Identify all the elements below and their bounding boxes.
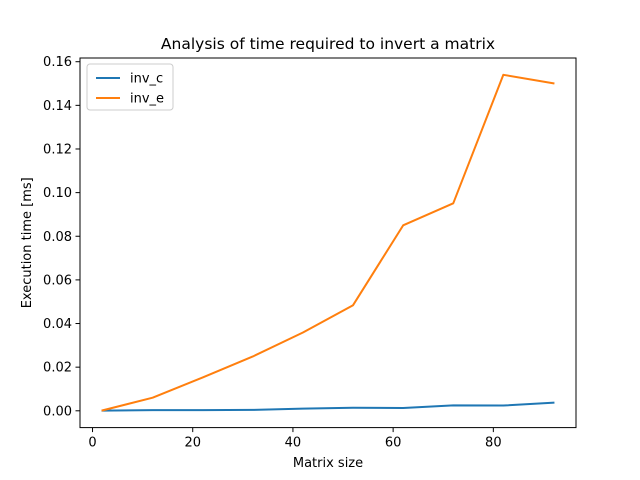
series-line-inv-c: [101, 401, 555, 412]
y-axis-title: Execution time [ms]: [20, 177, 35, 308]
y-tick-label: 0.06: [43, 273, 72, 288]
y-axis: 0.00 0.02 0.04 0.06 0.08 0.10 0.12 0.14 0.16: [43, 55, 80, 419]
legend: inv_c inv_e: [86, 63, 174, 111]
y-tick-label: 0.00: [43, 404, 72, 419]
legend-label: inv_c: [130, 72, 163, 87]
x-tick-label: 0: [88, 436, 96, 451]
x-tick-label: 60: [385, 436, 402, 451]
y-tick-label: 0.08: [43, 230, 72, 245]
y-tick-label: 0.14: [43, 99, 72, 114]
y-tick-label: 0.12: [43, 142, 72, 157]
x-tick-label: 40: [285, 436, 302, 451]
x-tick-label: 20: [184, 436, 201, 451]
series-line-inv-e: [101, 73, 555, 412]
y-tick-label: 0.10: [43, 186, 72, 201]
x-axis: 0 20 40 60 80: [88, 427, 502, 451]
y-tick-label: 0.04: [43, 317, 72, 332]
legend-label: inv_e: [130, 92, 164, 107]
x-tick-label: 80: [485, 436, 502, 451]
y-tick-label: 0.16: [43, 55, 72, 70]
y-tick-label: 0.02: [43, 361, 72, 376]
x-axis-title: Matrix size: [293, 456, 363, 471]
chart-title: Analysis of time required to invert a ma…: [161, 35, 495, 53]
series-layer: [101, 73, 555, 412]
plot-frame: [79, 57, 577, 429]
